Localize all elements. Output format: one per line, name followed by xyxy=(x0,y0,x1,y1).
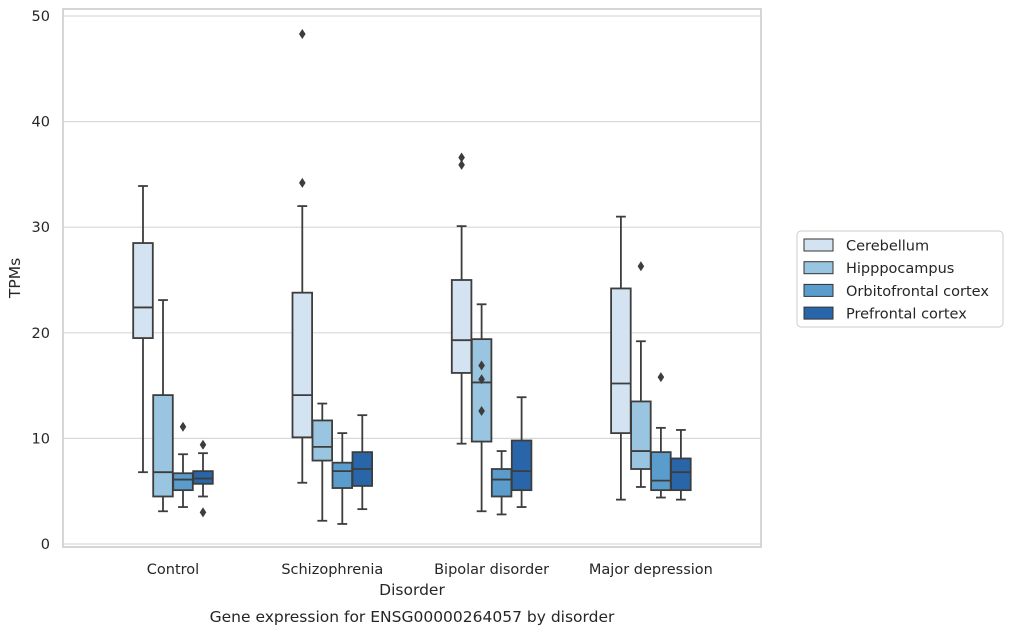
outlier-marker xyxy=(199,507,207,518)
box xyxy=(450,279,473,374)
box-group xyxy=(311,402,334,522)
box xyxy=(470,338,493,443)
legend-swatch xyxy=(803,261,834,275)
outlier-marker xyxy=(637,261,645,272)
box xyxy=(650,451,672,492)
outlier-marker xyxy=(458,152,465,163)
box-group xyxy=(132,185,154,474)
y-tick-labels: 0 10 20 30 40 50 xyxy=(32,9,50,553)
grid-lines xyxy=(63,15,761,545)
legend-label: Orbitofrontal cortex xyxy=(846,284,989,300)
box xyxy=(670,457,692,492)
outlier-marker xyxy=(299,177,306,188)
box-groups xyxy=(132,28,692,525)
x-tick-label: Control xyxy=(147,562,199,578)
outlier-marker xyxy=(299,28,306,39)
y-tick-label: 20 xyxy=(32,326,50,342)
outlier-marker xyxy=(458,159,465,170)
box xyxy=(192,470,214,485)
box-group xyxy=(610,215,632,501)
legend-frame xyxy=(796,230,1004,328)
box-group xyxy=(152,299,174,513)
outlier-marker xyxy=(478,374,485,385)
legend-swatch xyxy=(803,306,834,320)
y-axis-label: TPMs xyxy=(6,258,24,299)
legend: Cerebellum Hipppocampus Orbitofrontal cort… xyxy=(796,230,1004,328)
x-tick-label: Major depression xyxy=(589,562,713,578)
box-group xyxy=(351,414,374,511)
x-tick-label: Bipolar disorder xyxy=(434,562,549,578)
box-group xyxy=(510,396,533,508)
x-tick-labels: Control Schizophrenia Bipolar disorder Majo… xyxy=(147,562,713,578)
box-group xyxy=(450,152,473,445)
legend-label: Cerebellum xyxy=(846,239,929,255)
y-tick-label: 50 xyxy=(32,9,50,25)
box xyxy=(510,439,533,492)
box xyxy=(490,468,513,498)
plot-frame xyxy=(62,8,762,548)
outlier-marker xyxy=(657,372,665,383)
legend-label: Prefrontal cortex xyxy=(846,307,967,323)
box-group xyxy=(470,303,493,513)
legend-swatch xyxy=(803,283,834,297)
legend-swatch xyxy=(803,238,834,252)
box-group xyxy=(291,28,314,484)
chart-caption: Gene expression for ENSG00000264057 by d… xyxy=(210,608,615,626)
box-group xyxy=(630,261,652,488)
box-group xyxy=(490,450,513,516)
box xyxy=(630,400,652,470)
box-group xyxy=(172,421,194,508)
y-tick-label: 30 xyxy=(32,220,50,236)
outlier-marker xyxy=(478,405,485,416)
y-tick-label: 10 xyxy=(32,431,50,447)
box-group xyxy=(670,429,692,501)
outlier-marker xyxy=(179,421,187,432)
y-tick-label: 40 xyxy=(32,115,50,131)
outlier-marker xyxy=(478,360,485,371)
box xyxy=(152,394,174,498)
box xyxy=(311,419,334,462)
y-tick-label: 0 xyxy=(41,537,50,553)
box xyxy=(331,461,354,489)
box xyxy=(172,472,194,492)
x-axis-label: Disorder xyxy=(379,581,445,599)
outlier-marker xyxy=(199,439,207,450)
box xyxy=(610,287,632,435)
box-group xyxy=(192,439,214,518)
x-tick-label: Schizophrenia xyxy=(281,562,383,578)
box xyxy=(291,291,314,439)
box xyxy=(132,242,154,339)
box-group xyxy=(650,372,672,499)
legend-label: Hipppocampus xyxy=(846,261,954,277)
